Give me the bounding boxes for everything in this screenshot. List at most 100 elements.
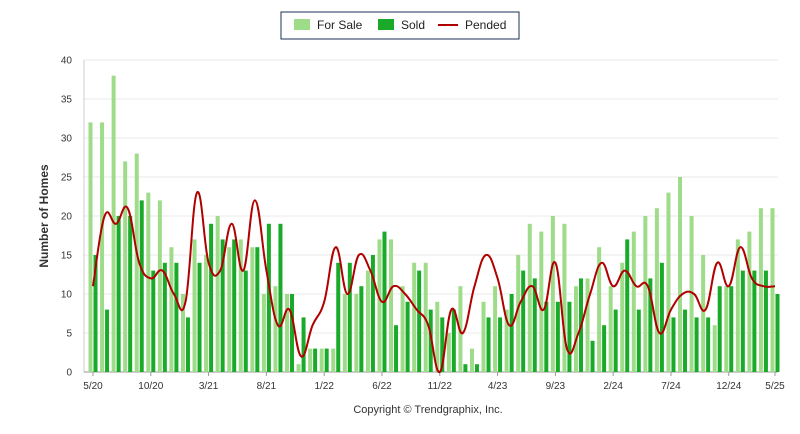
bar-for-sale: [319, 348, 324, 372]
legend-label-for-sale: For Sale: [317, 18, 363, 32]
bar-for-sale: [365, 270, 370, 372]
x-tick-label: 3/21: [199, 381, 219, 392]
bar-sold: [555, 301, 560, 372]
bar-sold: [775, 294, 780, 372]
bar-for-sale: [469, 348, 474, 372]
bar-sold: [243, 270, 248, 372]
bar-for-sale: [296, 364, 301, 372]
bar-for-sale: [100, 122, 105, 373]
bar-for-sale: [712, 325, 717, 372]
bar-sold: [694, 317, 699, 372]
bar-sold: [544, 301, 549, 372]
bar-for-sale: [215, 216, 220, 372]
bar-sold: [636, 309, 641, 372]
bar-sold: [370, 255, 375, 372]
bar-sold: [474, 364, 479, 372]
y-tick-label: 40: [61, 56, 73, 67]
bar-for-sale: [435, 301, 440, 372]
bar-for-sale: [573, 286, 578, 372]
bar-for-sale: [250, 247, 255, 372]
y-tick-label: 25: [61, 173, 73, 184]
bar-sold: [648, 278, 653, 372]
bar-for-sale: [354, 294, 359, 372]
bar-sold: [486, 317, 491, 372]
bar-sold: [105, 309, 110, 372]
bar-for-sale: [631, 231, 636, 372]
legend-swatch-sold: [378, 19, 394, 30]
bar-for-sale: [204, 255, 209, 372]
bar-sold: [763, 270, 768, 372]
bar-for-sale: [516, 255, 521, 372]
bar-series: [88, 75, 780, 373]
bar-sold: [625, 239, 630, 372]
x-tick-labels: 5/20 10/20 3/21 8/21 1/22 6/22 11/22 4/23 9/23 2/…: [83, 372, 785, 392]
bar-for-sale: [111, 75, 116, 372]
bar-for-sale: [180, 294, 185, 372]
x-tick-label: 5/20: [83, 381, 103, 392]
x-tick-label: 2/24: [603, 381, 623, 392]
bar-for-sale: [389, 239, 394, 372]
bar-for-sale: [562, 223, 567, 372]
bar-for-sale: [747, 231, 752, 372]
bar-for-sale: [654, 208, 659, 372]
bar-sold: [266, 223, 271, 372]
bar-sold: [451, 309, 456, 372]
bar-for-sale: [446, 333, 451, 372]
bar-for-sale: [377, 239, 382, 372]
bar-sold: [740, 270, 745, 372]
bar-for-sale: [550, 216, 555, 372]
bar-sold: [185, 317, 190, 372]
legend-label-pended: Pended: [465, 18, 506, 32]
bar-sold: [336, 262, 341, 372]
bar-for-sale: [643, 216, 648, 372]
bar-for-sale: [123, 161, 128, 372]
bar-sold: [752, 270, 757, 372]
bar-for-sale: [400, 286, 405, 372]
bar-for-sale: [493, 286, 498, 372]
bar-sold: [93, 255, 98, 372]
bar-sold: [232, 239, 237, 372]
bar-sold: [590, 340, 595, 372]
legend: For Sale Sold Pended: [280, 11, 520, 40]
x-tick-label: 9/23: [546, 381, 566, 392]
bar-for-sale: [678, 177, 683, 372]
y-tick-label: 20: [61, 212, 73, 223]
bar-for-sale: [527, 223, 532, 372]
y-tick-labels: 0 5 10 15 20 25 30 35 40: [61, 56, 73, 379]
bar-sold: [613, 309, 618, 372]
bar-for-sale: [227, 247, 232, 372]
bar-for-sale: [192, 239, 197, 372]
bar-for-sale: [689, 216, 694, 372]
bar-sold: [717, 286, 722, 372]
bar-for-sale: [342, 294, 347, 372]
y-tick-label: 5: [66, 329, 72, 340]
bar-sold: [174, 262, 179, 372]
bar-for-sale: [261, 294, 266, 372]
x-tick-label: 7/24: [661, 381, 681, 392]
bar-for-sale: [585, 278, 590, 372]
bar-for-sale: [273, 286, 278, 372]
y-tick-label: 30: [61, 134, 73, 145]
y-tick-label: 15: [61, 251, 73, 262]
y-tick-label: 0: [66, 368, 72, 379]
bar-for-sale: [157, 200, 162, 372]
bar-sold: [347, 262, 352, 372]
bar-sold: [139, 200, 144, 372]
x-tick-label: 8/21: [257, 381, 277, 392]
bar-for-sale: [146, 192, 151, 372]
bar-sold: [301, 317, 306, 372]
bar-for-sale: [88, 122, 93, 373]
bar-for-sale: [666, 192, 671, 372]
x-tick-label: 5/25: [765, 381, 785, 392]
bar-for-sale: [285, 294, 290, 372]
bar-sold: [220, 239, 225, 372]
bar-for-sale: [331, 348, 336, 372]
bar-sold: [255, 247, 260, 372]
bar-sold: [683, 309, 688, 372]
x-tick-label: 11/22: [428, 381, 453, 392]
bar-sold: [209, 223, 214, 372]
bar-for-sale: [134, 153, 139, 372]
bar-sold: [278, 223, 283, 372]
bar-for-sale: [620, 262, 625, 372]
